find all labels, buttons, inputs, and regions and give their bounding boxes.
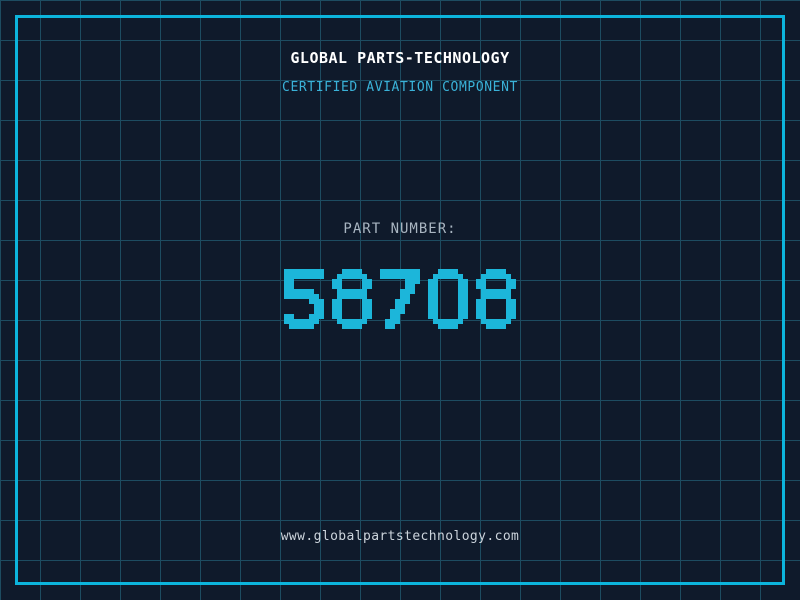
part-number-display xyxy=(0,269,800,329)
page-subtitle: CERTIFIED AVIATION COMPONENT xyxy=(282,80,518,95)
website-footer: www.globalpartstechnology.com xyxy=(280,529,520,544)
part-number-digit xyxy=(332,269,372,329)
page-title: GLOBAL PARTS-TECHNOLOGY xyxy=(290,49,510,67)
part-number-digit xyxy=(284,269,324,329)
part-number-digit xyxy=(380,269,420,329)
part-number-label: PART NUMBER: xyxy=(343,221,457,237)
part-number-digit xyxy=(428,269,468,329)
border-frame xyxy=(15,15,785,585)
part-number-digit xyxy=(476,269,516,329)
